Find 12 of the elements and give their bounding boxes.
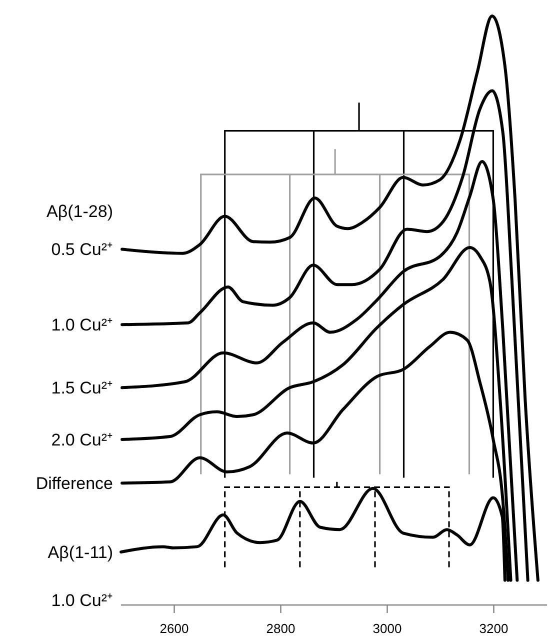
- series-label: 1.0 Cu²⁺: [51, 316, 113, 335]
- text: 1.0 Cu²⁺: [51, 590, 113, 610]
- series-label: Aβ(1-11): [48, 542, 113, 562]
- x-tick-label: 2800: [266, 621, 296, 636]
- series-label: Difference: [36, 474, 113, 494]
- x-tick-label: 3000: [372, 621, 402, 636]
- series-label: 0.5 Cu²⁺: [51, 240, 113, 260]
- series-label: 1.5 Cu²⁺: [51, 378, 113, 398]
- x-tick-label: 3200: [479, 621, 508, 636]
- text: Aβ(1-28): [46, 202, 113, 222]
- x-tick-label: 2600: [160, 621, 189, 636]
- series-label: 2.0 Cu²⁺: [51, 430, 113, 450]
